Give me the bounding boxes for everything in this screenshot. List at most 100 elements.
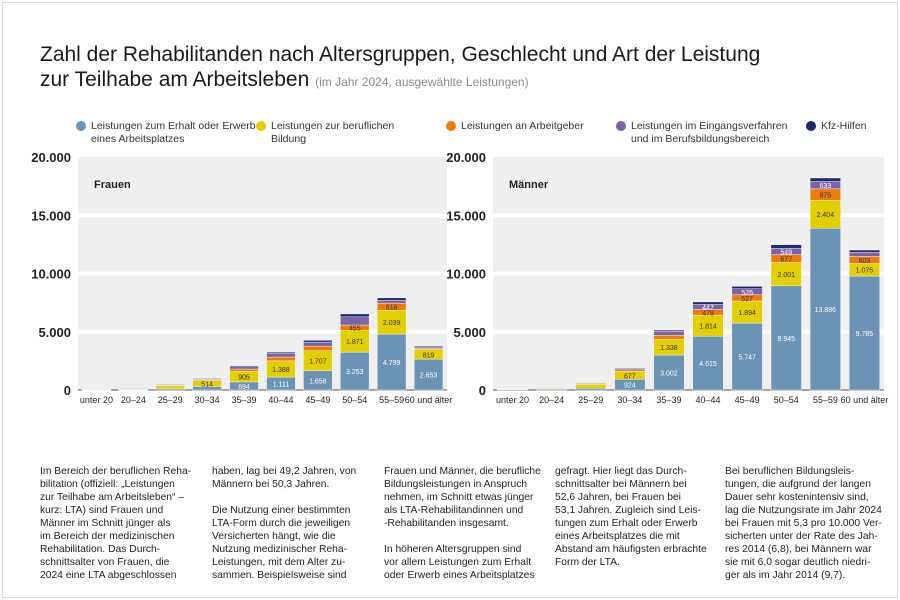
data-label: 3.002 xyxy=(660,371,678,378)
x-tick-label: 40–44 xyxy=(696,395,721,405)
chart-frauen: 0 5.000 10.000 15.000 20.000 Frauen unter 20 20… xyxy=(31,150,452,405)
legend-item: Leistungen zur beruflichen Bildung xyxy=(256,120,446,146)
bar-segment xyxy=(266,351,296,354)
data-label: 1.075 xyxy=(856,268,874,275)
bar-segment xyxy=(653,331,685,336)
y-tick-label: 20.000 xyxy=(446,150,486,165)
data-label: 677 xyxy=(780,257,792,264)
x-tick-label: 60 und älter xyxy=(405,395,453,405)
bar-segment xyxy=(653,329,685,332)
data-label: 2.039 xyxy=(383,320,401,327)
data-label: 4.615 xyxy=(699,361,717,368)
data-label: 13.886 xyxy=(815,307,837,314)
bar-segment xyxy=(266,353,296,358)
text-column-1: Im Bereich der beruflichen Reha- bilitat… xyxy=(40,466,192,581)
data-label: 694 xyxy=(238,384,250,391)
x-tick-label: 25–29 xyxy=(578,395,603,405)
panel-title: Frauen xyxy=(94,179,131,191)
bar-segment xyxy=(849,275,880,391)
bar-segment xyxy=(849,249,880,253)
legend-label: Kfz-Hilfen xyxy=(821,120,867,132)
data-label: 1.814 xyxy=(699,324,717,331)
bar-segment xyxy=(155,385,185,390)
x-tick-label: unter 20 xyxy=(80,395,113,405)
bar-segment xyxy=(229,368,259,372)
data-label: 1.111 xyxy=(273,382,290,389)
bar-segment xyxy=(192,378,222,380)
charts: 0 5.000 10.000 15.000 20.000 Frauen unter 20 20… xyxy=(31,150,889,405)
x-tick-label: 25–29 xyxy=(158,395,183,405)
bar-segment xyxy=(536,387,568,389)
legend-swatch xyxy=(806,121,816,131)
legend-label: Leistungen im Eingangsverfahren und im B… xyxy=(631,120,788,145)
legend-item: Kfz-Hilfen xyxy=(806,120,886,146)
data-label: 1.658 xyxy=(309,378,327,385)
bar-segment xyxy=(81,389,112,391)
bar-segment xyxy=(340,351,370,391)
bar-segment xyxy=(653,335,685,340)
bar-segment xyxy=(653,354,685,391)
subtitle: (im Jahr 2024, ausgewählte Leistungen) xyxy=(315,75,529,89)
bar-segment xyxy=(413,346,444,349)
data-label: 527 xyxy=(741,296,753,303)
data-label: 2.001 xyxy=(777,272,795,279)
data-label: 1.388 xyxy=(272,367,290,374)
y-tick-label: 20.000 xyxy=(31,150,71,165)
bar-segment xyxy=(770,244,802,249)
data-label: 975 xyxy=(820,193,832,200)
bar-segment xyxy=(731,286,763,289)
legend-swatch xyxy=(446,121,456,131)
text-column-5: Bei beruflichen Bildungsleis- tungen, di… xyxy=(725,466,882,581)
data-label: 526 xyxy=(741,290,753,297)
bar-segment xyxy=(340,316,370,326)
data-label: 549 xyxy=(780,249,792,256)
bar-segment xyxy=(229,365,259,367)
data-label: 905 xyxy=(238,375,250,382)
data-label: 1.707 xyxy=(309,359,327,366)
title-line-1: Zahl der Rehabilitanden nach Altersgrupp… xyxy=(40,43,761,66)
bar-segment xyxy=(303,341,333,347)
x-tick-label: 45–49 xyxy=(305,395,330,405)
data-label: 819 xyxy=(423,352,435,359)
x-tick-label: 20–24 xyxy=(121,395,146,405)
data-label: 1.871 xyxy=(346,339,364,346)
data-label: 677 xyxy=(624,373,636,380)
panel-title: Männer xyxy=(509,179,549,191)
data-label: 3.253 xyxy=(346,369,364,376)
data-label: 603 xyxy=(859,258,871,265)
x-tick-label: 60 und älter xyxy=(841,395,889,405)
title-line-2: zur Teilhabe am Arbeitsleben xyxy=(40,68,310,91)
x-tick-label: 40–44 xyxy=(268,395,293,405)
data-label: 9.785 xyxy=(856,331,874,338)
bar-segment xyxy=(229,366,259,370)
bar-segment xyxy=(377,297,407,301)
bar-segment xyxy=(575,383,607,389)
data-label: 455 xyxy=(349,326,361,333)
data-label: 2.404 xyxy=(817,212,835,219)
bar-segment xyxy=(731,322,763,391)
y-tick-label: 15.000 xyxy=(31,208,71,223)
bar-segment xyxy=(692,301,724,305)
legend-label: Leistungen zur beruflichen Bildung xyxy=(271,120,395,145)
x-tick-label: 45–49 xyxy=(735,395,760,405)
y-tick-label: 5.000 xyxy=(453,325,486,340)
y-tick-label: 0 xyxy=(479,383,486,398)
bar-segment xyxy=(413,345,444,348)
bar-segment xyxy=(809,228,841,391)
bar-segment xyxy=(377,300,407,304)
text-column-3: Frauen und Männer, die berufliche Bildun… xyxy=(384,466,541,581)
bar-segment xyxy=(118,388,148,390)
data-label: 1.894 xyxy=(738,310,756,317)
x-tick-label: 50–54 xyxy=(342,395,367,405)
chart-title: Zahl der Rehabilitanden nach Altersgrupp… xyxy=(40,42,760,95)
x-tick-label: 30–34 xyxy=(195,395,220,405)
legend-item: Leistungen an Arbeitgeber xyxy=(446,120,616,146)
bar-segment xyxy=(575,382,607,384)
legend-swatch xyxy=(256,121,266,131)
y-tick-label: 0 xyxy=(64,383,71,398)
bar-segment xyxy=(303,340,333,343)
data-label: 1.338 xyxy=(660,345,678,352)
data-label: 4.799 xyxy=(383,360,401,367)
data-label: 924 xyxy=(624,383,636,390)
